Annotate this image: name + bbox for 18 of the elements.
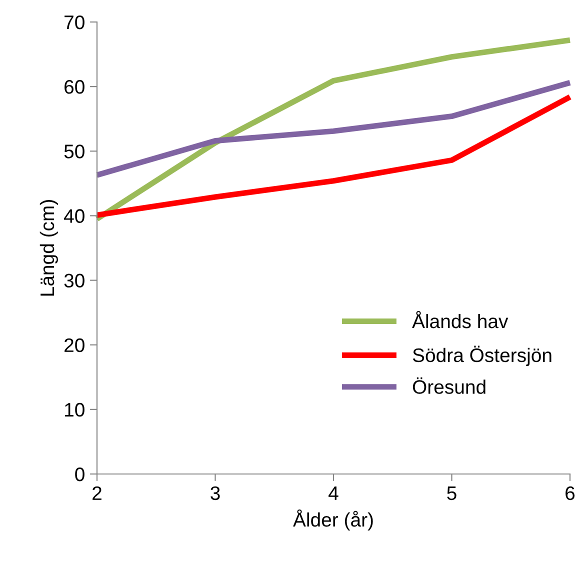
legend-label: Södra Östersjön <box>412 346 552 366</box>
y-tick-label: 30 <box>64 274 84 288</box>
y-tick-label: 0 <box>75 467 84 482</box>
y-tick-label: 60 <box>64 80 84 94</box>
y-tick-label: 70 <box>64 15 84 30</box>
y-tick-label: 10 <box>65 402 84 417</box>
legend-label: Ålands hav <box>412 311 508 328</box>
x-tick-label: 2 <box>92 486 102 500</box>
y-tick-label: 50 <box>64 144 84 158</box>
legend-label: Öresund <box>412 377 486 394</box>
x-axis-title: Ålder (år) <box>293 509 373 531</box>
x-tick-label: 3 <box>210 486 220 500</box>
x-tick-label: 4 <box>328 486 338 500</box>
y-axis-title: Längd (cm) <box>40 200 58 296</box>
y-tick-label: 20 <box>64 338 84 352</box>
x-tick-label: 5 <box>447 486 456 500</box>
y-tick-label: 40 <box>64 209 84 223</box>
x-tick-label: 6 <box>566 486 575 500</box>
